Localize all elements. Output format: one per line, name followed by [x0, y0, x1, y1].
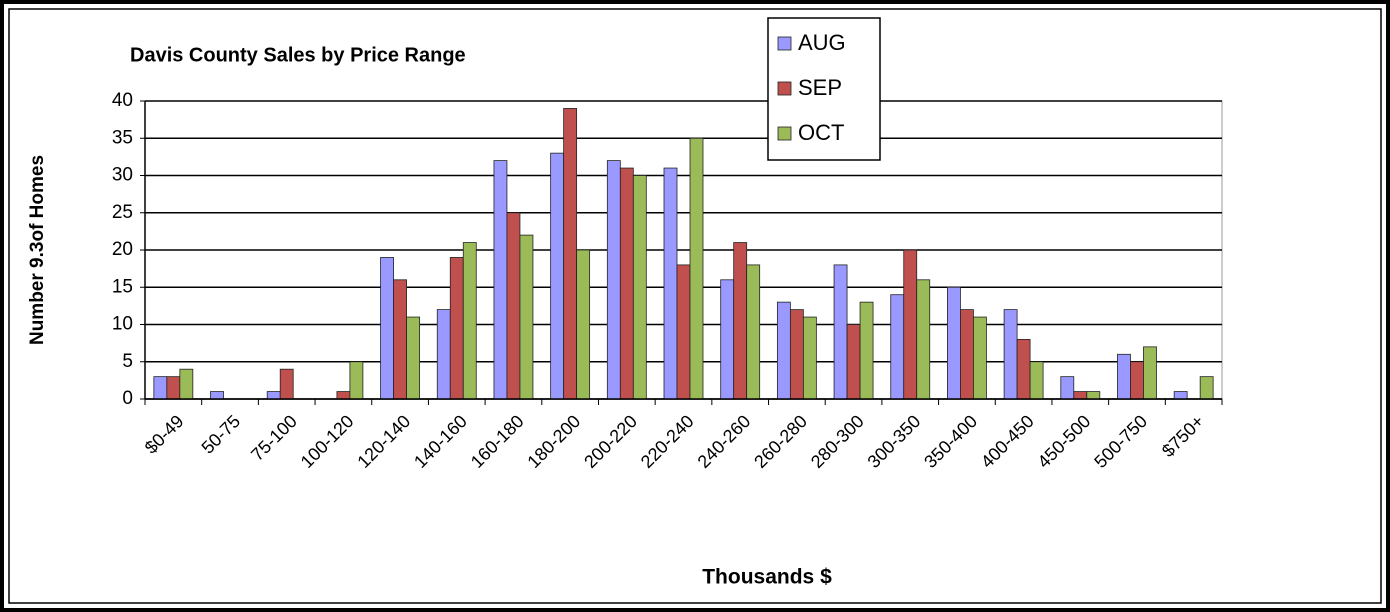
bar: [960, 309, 974, 400]
x-tick-label: 120-140: [353, 411, 414, 472]
bar: [916, 279, 931, 400]
legend-swatch: [777, 126, 792, 141]
x-tick-label: 400-450: [977, 411, 1038, 472]
bar: [506, 212, 521, 400]
x-tick-label: 500-750: [1090, 411, 1151, 472]
bar: [493, 160, 508, 400]
bar: [1016, 338, 1031, 400]
y-axis-title: Number 9.3of Homes: [27, 155, 48, 345]
bar: [606, 160, 621, 400]
bar: [776, 301, 791, 400]
bar: [676, 264, 691, 400]
bar: [1003, 309, 1018, 400]
bar: [1029, 361, 1044, 400]
bar: [1173, 391, 1188, 400]
x-tick-label: 350-400: [920, 411, 981, 472]
bar: [1086, 391, 1101, 400]
bar: [903, 249, 918, 400]
y-tick-label: 40: [112, 90, 133, 111]
y-tick-label: 25: [112, 202, 133, 223]
bar: [789, 309, 804, 400]
bar: [1060, 376, 1075, 400]
bar: [153, 376, 168, 400]
x-tick-label: 260-280: [750, 411, 811, 472]
bar: [733, 242, 748, 400]
x-tick-label: 140-160: [410, 411, 471, 472]
y-tick-label: 10: [112, 314, 133, 335]
y-tick-label: 5: [122, 351, 133, 372]
y-tick-label: 0: [122, 388, 133, 409]
x-tick-label: 180-200: [523, 411, 584, 472]
bar: [210, 391, 224, 400]
x-tick-label: 75-100: [247, 411, 301, 465]
bar: [462, 242, 477, 400]
bar: [436, 309, 451, 400]
chart-title: Davis County Sales by Price Range: [130, 44, 466, 66]
bar: [349, 361, 364, 400]
bar: [890, 294, 905, 400]
legend-label: SEP: [798, 75, 842, 100]
bar: [1073, 391, 1088, 400]
bar: [973, 316, 987, 400]
bar: [449, 257, 464, 400]
bar: [1143, 346, 1157, 400]
legend-swatch: [777, 81, 792, 96]
bar: [720, 279, 735, 400]
bar: [550, 152, 565, 400]
bar: [619, 167, 634, 400]
y-tick-label: 20: [112, 239, 133, 260]
x-tick-label: $0-49: [141, 411, 188, 458]
bar: [859, 301, 874, 400]
y-tick-label: 35: [112, 127, 133, 148]
bar: [576, 249, 591, 400]
bar: [519, 234, 534, 400]
bar: [266, 391, 281, 400]
inner-frame: [8, 8, 1382, 604]
bar: [663, 167, 678, 400]
legend-label: AUG: [798, 30, 846, 55]
x-tick-label: 100-120: [297, 411, 358, 472]
bar: [563, 108, 578, 400]
bar: [393, 279, 407, 400]
bar: [947, 286, 961, 400]
legend-swatch: [777, 36, 792, 51]
bar: [746, 264, 761, 400]
bar: [380, 257, 394, 400]
y-tick-label: 30: [112, 165, 133, 186]
y-tick-label: 15: [112, 276, 133, 297]
x-tick-label: 200-220: [580, 411, 641, 472]
bar: [802, 316, 817, 400]
x-tick-label: 220-240: [637, 411, 698, 472]
bar: [689, 137, 704, 400]
x-tick-label: 240-260: [694, 411, 755, 472]
bar: [336, 391, 351, 400]
x-tick-label: 280-300: [807, 411, 868, 472]
x-tick-label: 50-75: [198, 411, 245, 458]
x-tick-label: 300-350: [864, 411, 925, 472]
x-tick-label: $750+: [1158, 411, 1208, 461]
bar: [1130, 361, 1144, 400]
bar: [166, 376, 181, 400]
bar: [1117, 353, 1131, 400]
bar: [833, 264, 848, 400]
bar: [406, 316, 420, 400]
bar: [279, 368, 294, 400]
bar: [1199, 376, 1214, 400]
bar: [846, 324, 861, 400]
x-tick-label: 450-500: [1034, 411, 1095, 472]
x-tick-label: 160-180: [467, 411, 528, 472]
legend-label: OCT: [798, 120, 844, 145]
x-axis-title: Thousands $: [702, 566, 832, 589]
bar: [632, 175, 647, 400]
bar: [179, 368, 194, 400]
